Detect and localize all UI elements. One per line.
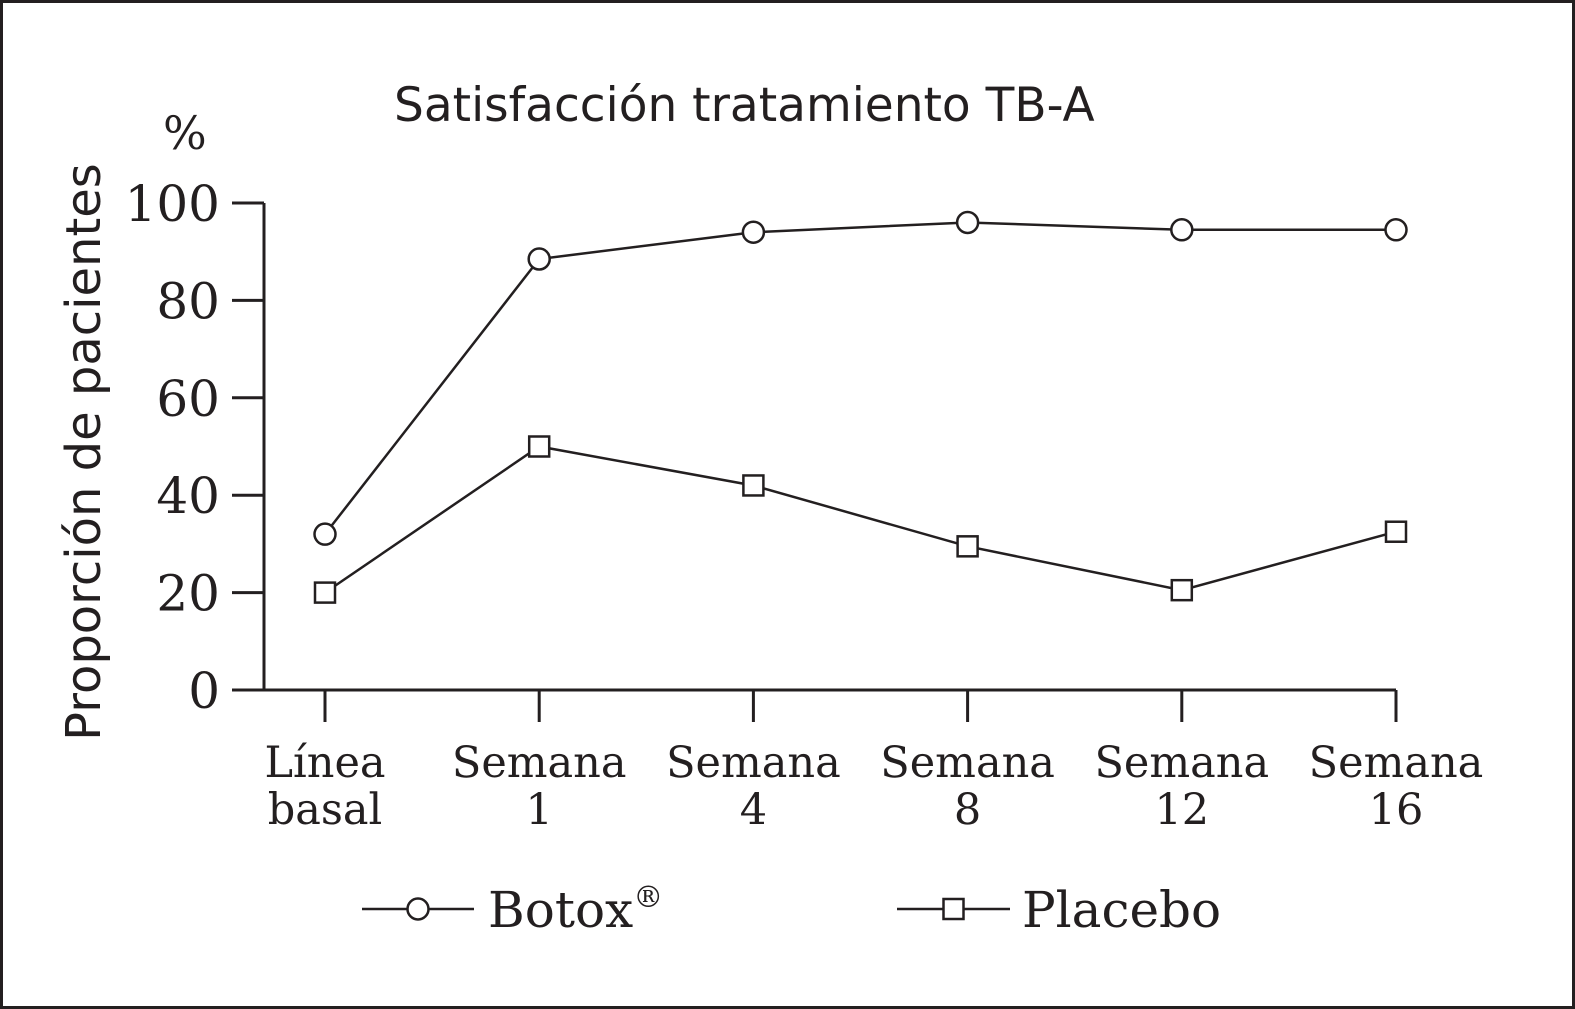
x-tick-label: Semana 8 (880, 738, 1055, 835)
legend-label: Botox® (488, 880, 663, 939)
x-tick-label: Semana 12 (1094, 738, 1269, 835)
placebo-point (956, 535, 979, 558)
axes: 0 20 40 60 80 100 Línea basal Semana 1 Semana 4 Sema… (125, 175, 1484, 835)
x-tick-label: Semana 4 (666, 738, 841, 835)
y-tick-label: 40 (156, 467, 220, 525)
chart-title: Satisfacción tratamiento TB-A (394, 78, 1095, 133)
y-axis-label: Proporción de pacientes (56, 163, 112, 741)
botox-point (1384, 218, 1408, 242)
y-tick-label: 60 (156, 370, 220, 428)
botox-point (1170, 218, 1194, 242)
y-tick-label: 80 (156, 272, 220, 330)
legend-marker (942, 897, 965, 921)
legend-marker (406, 897, 430, 921)
botox-point (955, 210, 980, 235)
series-lines (324, 221, 1397, 594)
x-tick-label: Semana 16 (1309, 738, 1484, 835)
botox-point (527, 247, 551, 271)
x-tick-label: Semana 1 (452, 738, 627, 835)
botox-series-line (324, 221, 1396, 535)
placebo-point (313, 581, 337, 604)
legend-item-placebo: Placebo (897, 881, 1221, 939)
legend: Botox® Placebo (362, 880, 1221, 939)
placebo-point (742, 474, 765, 497)
placebo-point (527, 435, 551, 458)
botox-point (313, 522, 337, 546)
placebo-point (1170, 578, 1194, 602)
placebo-series-line (324, 445, 1397, 594)
y-tick-label: 0 (188, 662, 220, 720)
botox-point (741, 220, 766, 244)
legend-item-botox: Botox® (362, 880, 663, 939)
x-tick-label: Línea basal (264, 738, 385, 835)
series-markers (313, 210, 1408, 604)
y-unit-label: % (163, 106, 207, 160)
placebo-point (1384, 520, 1408, 543)
y-tick-label: 100 (125, 175, 220, 233)
legend-label: Placebo (1022, 881, 1221, 939)
y-tick-label: 20 (156, 565, 220, 623)
